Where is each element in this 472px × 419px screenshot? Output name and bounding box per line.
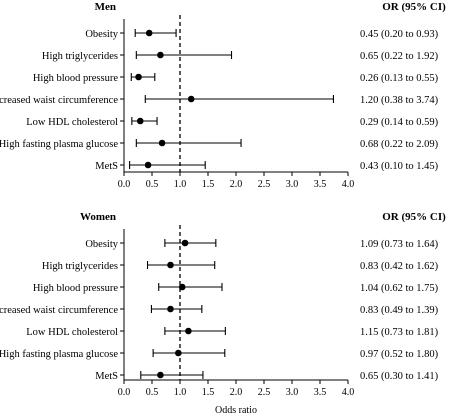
or-point (178, 283, 186, 291)
x-tick-label: 4.0 (342, 179, 355, 190)
panel-title: Women (80, 211, 116, 223)
row-label: MetS (95, 371, 118, 382)
row-label: MetS (95, 161, 118, 172)
men-panel: Men OR (95% CI) 0.0 0.5 1.0 1.5 2.0 2.5 3.0 3.5 4.… (0, 1, 446, 190)
or-ci-value: 0.29 (0.14 to 0.59) (360, 117, 439, 128)
or-point (144, 161, 152, 169)
or-point (157, 51, 164, 59)
x-tick-label: 1.5 (202, 387, 215, 398)
or-ci-value: 0.43 (0.10 to 1.45) (360, 161, 439, 172)
or-ci-value: 0.65 (0.30 to 1.41) (360, 371, 439, 382)
or-ci-value: 1.15 (0.73 to 1.81) (360, 327, 439, 338)
row-label: Low HDL cholesterol (26, 117, 118, 128)
x-tick-label: 0.5 (146, 387, 159, 398)
x-tick-label: 0.0 (118, 387, 131, 398)
x-axis-label: Odds ratio (215, 405, 257, 416)
forest-row: Obesity 1.09 (0.73 to 1.64) (85, 239, 439, 250)
or-point (167, 261, 174, 269)
row-label: High triglycerides (42, 51, 118, 62)
x-tick-label: 0.5 (146, 179, 159, 190)
or-ci-value: 0.65 (0.22 to 1.92) (360, 51, 439, 62)
or-ci-value: 1.20 (0.38 to 3.74) (360, 95, 439, 106)
or-point (181, 239, 189, 247)
or-ci-value: 0.83 (0.49 to 1.39) (360, 305, 439, 316)
row-label: High triglycerides (42, 261, 118, 272)
row-label: High fasting plasma glucose (0, 349, 118, 360)
or-point (145, 29, 153, 37)
row-label: Low HDL cholesterol (26, 327, 118, 338)
x-tick-label: 1.0 (174, 387, 187, 398)
or-ci-value: 1.09 (0.73 to 1.64) (360, 239, 439, 250)
x-tick-label: 0.0 (118, 179, 131, 190)
or-ci-value: 0.68 (0.22 to 2.09) (360, 139, 439, 150)
or-point (135, 73, 142, 81)
x-tick-label: 3.5 (314, 179, 327, 190)
x-tick-label: 3.0 (286, 179, 299, 190)
x-tick-label: 2.5 (258, 179, 271, 190)
or-point (136, 117, 144, 125)
row-label: Increased waist circumference (0, 95, 118, 106)
forest-row: Increased waist circumference 0.83 (0.49 … (0, 305, 439, 316)
forest-row: High fasting plasma glucose 0.97 (0.52 to… (0, 349, 439, 360)
women-panel: Women OR (95% CI) 0.0 0.5 1.0 1.5 2.0 2.5 3.0 3.5… (0, 211, 446, 416)
x-tick-label: 2.0 (230, 387, 243, 398)
or-point (187, 95, 195, 103)
forest-row: High triglycerides 0.65 (0.22 to 1.92) (42, 51, 439, 62)
or-ci-value: 0.26 (0.13 to 0.55) (360, 73, 439, 84)
or-ci-value: 0.45 (0.20 to 0.93) (360, 29, 439, 40)
or-ci-value: 0.83 (0.42 to 1.62) (360, 261, 439, 272)
row-label: Obesity (85, 29, 118, 40)
forest-row: High blood pressure 0.26 (0.13 to 0.55) (33, 73, 439, 84)
x-tick-label: 3.0 (286, 387, 299, 398)
forest-row: Increased waist circumference 1.20 (0.38 … (0, 95, 439, 106)
x-tick-label: 1.5 (202, 179, 215, 190)
x-tick-label: 4.0 (342, 387, 355, 398)
row-label: High fasting plasma glucose (0, 139, 118, 150)
or-point (175, 349, 182, 357)
row-label: High blood pressure (33, 73, 118, 84)
x-tick-label: 2.5 (258, 387, 271, 398)
or-point (167, 305, 174, 313)
or-point (157, 371, 164, 379)
forest-row: High blood pressure 1.04 (0.62 to 1.75) (33, 283, 439, 294)
forest-row: Obesity 0.45 (0.20 to 0.93) (85, 29, 439, 40)
or-ci-value: 1.04 (0.62 to 1.75) (360, 283, 439, 294)
row-label: High blood pressure (33, 283, 118, 294)
row-label: Obesity (85, 239, 118, 250)
or-ci-value: 0.97 (0.52 to 1.80) (360, 349, 439, 360)
panel-title: Men (95, 1, 116, 13)
or-point (185, 327, 192, 335)
x-tick-label: 2.0 (230, 179, 243, 190)
forest-row: Low HDL cholesterol 1.15 (0.73 to 1.81) (26, 327, 439, 338)
row-label: Increased waist circumference (0, 305, 118, 316)
x-tick-label: 3.5 (314, 387, 327, 398)
forest-row: MetS 0.43 (0.10 to 1.45) (95, 161, 439, 172)
x-tick-label: 1.0 (174, 179, 187, 190)
forest-row: Low HDL cholesterol 0.29 (0.14 to 0.59) (26, 117, 439, 128)
forest-row: MetS 0.65 (0.30 to 1.41) (95, 371, 439, 382)
or-ci-header: OR (95% CI) (382, 1, 446, 13)
forest-row: High triglycerides 0.83 (0.42 to 1.62) (42, 261, 439, 272)
or-ci-header: OR (95% CI) (382, 211, 446, 223)
or-point (158, 139, 166, 147)
forest-row: High fasting plasma glucose 0.68 (0.22 to… (0, 139, 439, 150)
